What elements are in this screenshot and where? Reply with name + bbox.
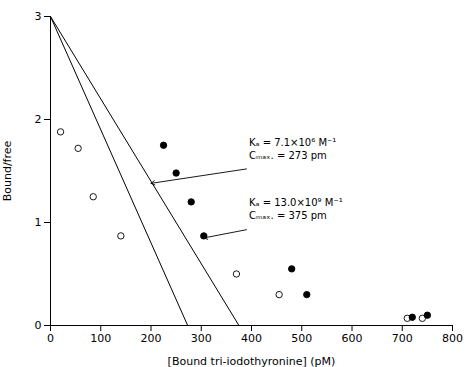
svg-text:Bound/free: Bound/free	[1, 140, 14, 201]
svg-text:500: 500	[291, 332, 312, 345]
svg-text:[Bound tri-iodothyronine] (pM): [Bound tri-iodothyronine] (pM)	[168, 355, 336, 367]
svg-text:200: 200	[141, 332, 162, 345]
svg-text:Kₐ = 13.0×10⁹ M⁻¹Cₘₐₓ. = 375 p: Kₐ = 13.0×10⁹ M⁻¹Cₘₐₓ. = 375 pm	[249, 197, 343, 221]
svg-text:0: 0	[35, 319, 42, 332]
svg-text:800: 800	[442, 332, 463, 345]
svg-text:600: 600	[342, 332, 363, 345]
svg-text:700: 700	[392, 332, 413, 345]
svg-text:1: 1	[35, 216, 42, 229]
svg-text:3: 3	[35, 10, 42, 23]
svg-text:100: 100	[90, 332, 111, 345]
svg-text:0: 0	[47, 332, 54, 345]
svg-text:Kₐ = 7.1×10⁶ M⁻¹Cₘₐₓ. = 273 pm: Kₐ = 7.1×10⁶ M⁻¹Cₘₐₓ. = 273 pm	[249, 137, 336, 161]
svg-text:2: 2	[35, 113, 42, 126]
svg-text:400: 400	[241, 332, 262, 345]
svg-text:300: 300	[191, 332, 212, 345]
